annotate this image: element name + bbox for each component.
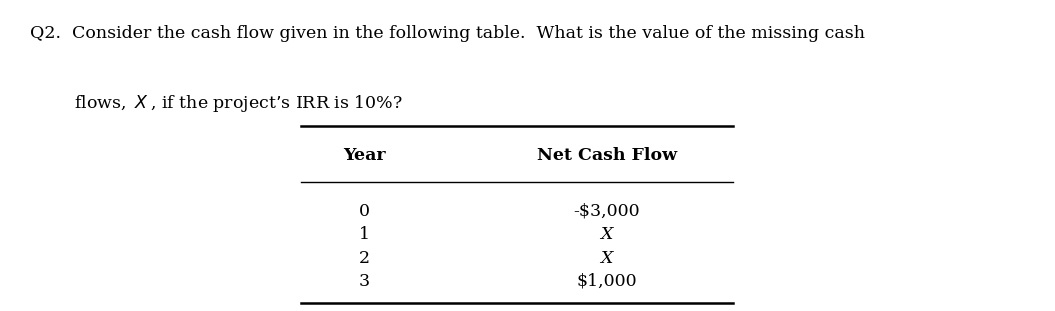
Text: flows,  $X$ , if the project’s IRR is 10%?: flows, $X$ , if the project’s IRR is 10%… [30, 93, 402, 114]
Text: Net Cash Flow: Net Cash Flow [537, 147, 676, 164]
Text: 1: 1 [359, 226, 369, 243]
Text: 0: 0 [359, 203, 369, 220]
Text: -$3,000: -$3,000 [573, 203, 640, 220]
Text: X: X [600, 250, 613, 267]
Text: X: X [600, 226, 613, 243]
Text: 3: 3 [359, 273, 369, 290]
Text: $1,000: $1,000 [576, 273, 637, 290]
Text: Q2.  Consider the cash flow given in the following table.  What is the value of : Q2. Consider the cash flow given in the … [30, 25, 864, 42]
Text: Year: Year [343, 147, 385, 164]
Text: 2: 2 [359, 250, 369, 267]
